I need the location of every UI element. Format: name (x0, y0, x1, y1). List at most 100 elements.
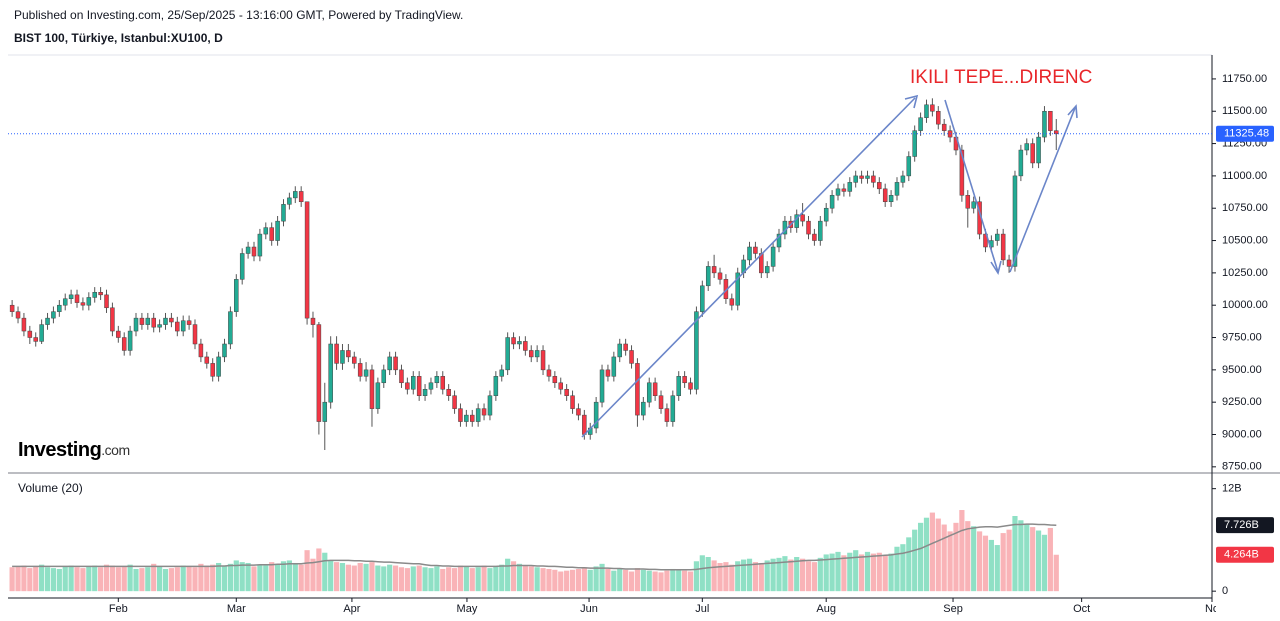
volume-bar (392, 565, 399, 592)
candle-body (1054, 130, 1059, 135)
candle-body (210, 363, 215, 377)
volume-title: Volume (20) (18, 481, 83, 495)
volume-bar (711, 560, 717, 592)
volume-bar (670, 568, 676, 592)
volume-bar (723, 562, 729, 592)
candle-body (51, 311, 56, 319)
volume-bar (864, 551, 871, 592)
x-tick-label: Jun (580, 603, 598, 615)
candle-body (458, 408, 463, 422)
volume-bar (404, 568, 410, 592)
volume-bar (157, 566, 163, 592)
candle-body (635, 363, 640, 416)
candle-body (298, 191, 304, 203)
volume-bar (900, 544, 906, 592)
candle-body (511, 337, 516, 345)
volume-bar (233, 560, 239, 592)
volume-bar (416, 565, 422, 592)
candle-body (9, 304, 15, 312)
candle-body (74, 294, 80, 303)
volume-bar (841, 555, 847, 592)
candle-body (328, 343, 333, 403)
volume-bar (86, 566, 92, 592)
x-tick-label: May (457, 603, 478, 615)
candle-body (346, 350, 351, 358)
volume-bar (139, 568, 145, 592)
candle-body (322, 401, 328, 422)
volume-bar (705, 557, 711, 592)
candle-body (582, 414, 587, 435)
volume-bar (21, 565, 27, 592)
volume-bar (151, 563, 157, 592)
candle-body (546, 369, 552, 377)
candle-body (570, 395, 575, 409)
volume-bar (829, 553, 835, 592)
candle-body (682, 376, 687, 384)
volume-bar (1012, 516, 1018, 592)
volume-bar (1006, 529, 1012, 592)
volume-bar (558, 571, 564, 592)
candle-body (21, 317, 27, 332)
volume-bar (357, 562, 363, 592)
candle-body (239, 253, 245, 280)
candle-body (369, 369, 375, 409)
volume-bar (257, 564, 263, 592)
volume-bar (80, 568, 86, 592)
volume-bar (375, 565, 381, 592)
volume-value-label: 4.264B (1224, 549, 1259, 561)
volume-bar (540, 568, 546, 592)
candle-body (1036, 136, 1041, 164)
volume-bar (422, 567, 428, 592)
candle-body (363, 369, 369, 377)
candle-body (871, 175, 876, 183)
candle-body (806, 220, 811, 235)
candle-body (198, 343, 204, 358)
candle-body (971, 201, 976, 209)
candle-body (552, 376, 558, 384)
volume-bar (398, 567, 405, 592)
volume-bar (98, 567, 104, 592)
annotation-arrows (581, 94, 1078, 438)
volume-bar (15, 566, 21, 592)
candle-body (576, 408, 581, 416)
volume-bar (699, 555, 705, 592)
volume-bar (935, 518, 941, 592)
volume-ma-line (12, 523, 1057, 571)
volume-bar (481, 565, 487, 592)
candle-body (517, 341, 522, 345)
candle-body (711, 266, 717, 274)
candle-body (127, 330, 133, 351)
candle-body (163, 317, 168, 325)
volume-bar (853, 550, 859, 592)
candle-body (1042, 110, 1047, 138)
candle-body (411, 376, 416, 390)
candle-body (157, 324, 162, 328)
volume-value-box (1216, 546, 1274, 563)
candle-body (422, 388, 428, 396)
volume-bar (634, 568, 641, 592)
candle-body (92, 292, 97, 298)
candle-body (222, 343, 227, 358)
candle-body (924, 104, 929, 118)
candle-body (1018, 149, 1024, 177)
volume-bar (239, 562, 245, 592)
volume-bar (847, 552, 853, 592)
volume-bar (569, 569, 576, 592)
volume-bar (1053, 554, 1059, 592)
volume-bar (835, 551, 841, 592)
volume-bar (640, 569, 646, 592)
arrow (944, 99, 999, 273)
volume-bar (269, 562, 275, 592)
candle-body (735, 272, 740, 306)
candle-body (753, 246, 758, 254)
candle-body (245, 246, 251, 254)
volume-bar (434, 566, 440, 592)
candle-body (705, 266, 711, 287)
volume-bar (717, 562, 723, 592)
volume-bar (328, 560, 334, 592)
candle-body (57, 304, 62, 312)
candle-body (593, 401, 599, 429)
candle-body (936, 110, 941, 125)
volume-bar (446, 567, 452, 592)
